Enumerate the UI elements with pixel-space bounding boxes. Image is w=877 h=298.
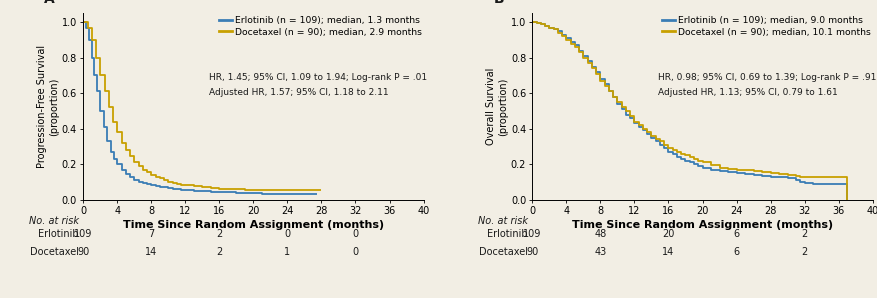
Text: 14: 14 xyxy=(146,247,158,257)
Text: HR, 0.98; 95% CI, 0.69 to 1.39; Log-rank P = .91: HR, 0.98; 95% CI, 0.69 to 1.39; Log-rank… xyxy=(659,73,877,82)
Text: 2: 2 xyxy=(802,229,808,239)
Text: No. at risk: No. at risk xyxy=(478,216,528,226)
Text: 2: 2 xyxy=(802,247,808,257)
Text: A: A xyxy=(44,0,55,6)
Legend: Erlotinib (n = 109); median, 1.3 months, Docetaxel (n = 90); median, 2.9 months: Erlotinib (n = 109); median, 1.3 months,… xyxy=(218,16,423,37)
Text: 1: 1 xyxy=(284,247,290,257)
Text: 2: 2 xyxy=(217,229,223,239)
Text: 14: 14 xyxy=(662,247,674,257)
Text: 0: 0 xyxy=(353,229,359,239)
Y-axis label: Overall Survival
(proportion): Overall Survival (proportion) xyxy=(486,68,508,145)
Text: Docetaxel: Docetaxel xyxy=(30,247,79,257)
Text: 90: 90 xyxy=(77,247,89,257)
Text: Docetaxel: Docetaxel xyxy=(479,247,528,257)
Text: 90: 90 xyxy=(526,247,538,257)
Text: 6: 6 xyxy=(733,229,739,239)
Text: 109: 109 xyxy=(75,229,92,239)
Text: Adjusted HR, 1.13; 95% CI, 0.79 to 1.61: Adjusted HR, 1.13; 95% CI, 0.79 to 1.61 xyxy=(659,88,838,97)
Y-axis label: Progression-Free Survival
(proportion): Progression-Free Survival (proportion) xyxy=(37,45,59,168)
Text: 6: 6 xyxy=(733,247,739,257)
Text: 43: 43 xyxy=(595,247,607,257)
Text: Adjusted HR, 1.57; 95% CI, 1.18 to 2.11: Adjusted HR, 1.57; 95% CI, 1.18 to 2.11 xyxy=(210,88,389,97)
Text: 2: 2 xyxy=(217,247,223,257)
Text: 20: 20 xyxy=(662,229,674,239)
Text: B: B xyxy=(493,0,504,6)
X-axis label: Time Since Random Assignment (months): Time Since Random Assignment (months) xyxy=(123,220,384,230)
Text: 0: 0 xyxy=(353,247,359,257)
Text: HR, 1.45; 95% CI, 1.09 to 1.94; Log-rank P = .01: HR, 1.45; 95% CI, 1.09 to 1.94; Log-rank… xyxy=(210,73,427,82)
Legend: Erlotinib (n = 109); median, 9.0 months, Docetaxel (n = 90); median, 10.1 months: Erlotinib (n = 109); median, 9.0 months,… xyxy=(662,16,872,37)
Text: No. at risk: No. at risk xyxy=(29,216,79,226)
X-axis label: Time Since Random Assignment (months): Time Since Random Assignment (months) xyxy=(572,220,833,230)
Text: Erlotinib: Erlotinib xyxy=(488,229,528,239)
Text: 0: 0 xyxy=(284,229,290,239)
Text: Erlotinib: Erlotinib xyxy=(39,229,79,239)
Text: 109: 109 xyxy=(524,229,542,239)
Text: 48: 48 xyxy=(595,229,607,239)
Text: 7: 7 xyxy=(148,229,154,239)
